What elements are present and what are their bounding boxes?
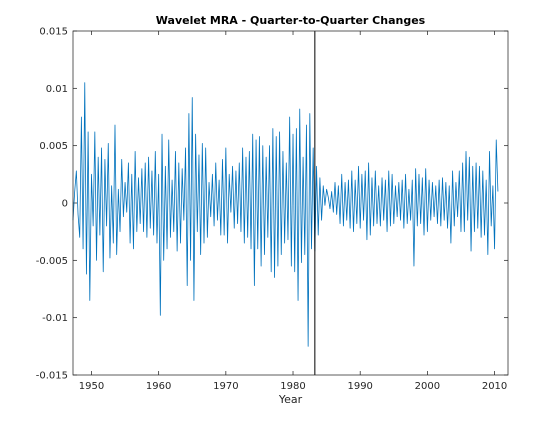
x-tick-label: 1960 (146, 381, 171, 392)
x-axis-label: Year (278, 393, 303, 406)
y-tick-label: -0.01 (42, 313, 68, 324)
x-tick-label: 1990 (347, 381, 372, 392)
chart-title: Wavelet MRA - Quarter-to-Quarter Changes (156, 14, 426, 27)
y-tick-label: -0.005 (36, 256, 68, 267)
x-tick-label: 2000 (415, 381, 440, 392)
series-line (72, 82, 499, 347)
plot-frame (72, 30, 509, 376)
y-tick-label: 0 (62, 199, 68, 210)
y-tick-label: 0.015 (39, 27, 68, 38)
x-tick-label: 1950 (79, 381, 104, 392)
x-tick-label: 1970 (213, 381, 238, 392)
y-axis: -0.015 -0.01 -0.005 0 0.005 0.01 0.015 (36, 27, 508, 382)
series-layer (72, 82, 499, 347)
y-tick-label: -0.015 (36, 371, 68, 382)
y-tick-label: 0.01 (46, 84, 68, 95)
x-tick-label: 2010 (482, 381, 507, 392)
x-axis: 1950 1960 1970 1980 1990 2000 2010 (79, 31, 507, 392)
x-tick-label: 1980 (280, 381, 305, 392)
y-tick-label: 0.005 (39, 141, 68, 152)
